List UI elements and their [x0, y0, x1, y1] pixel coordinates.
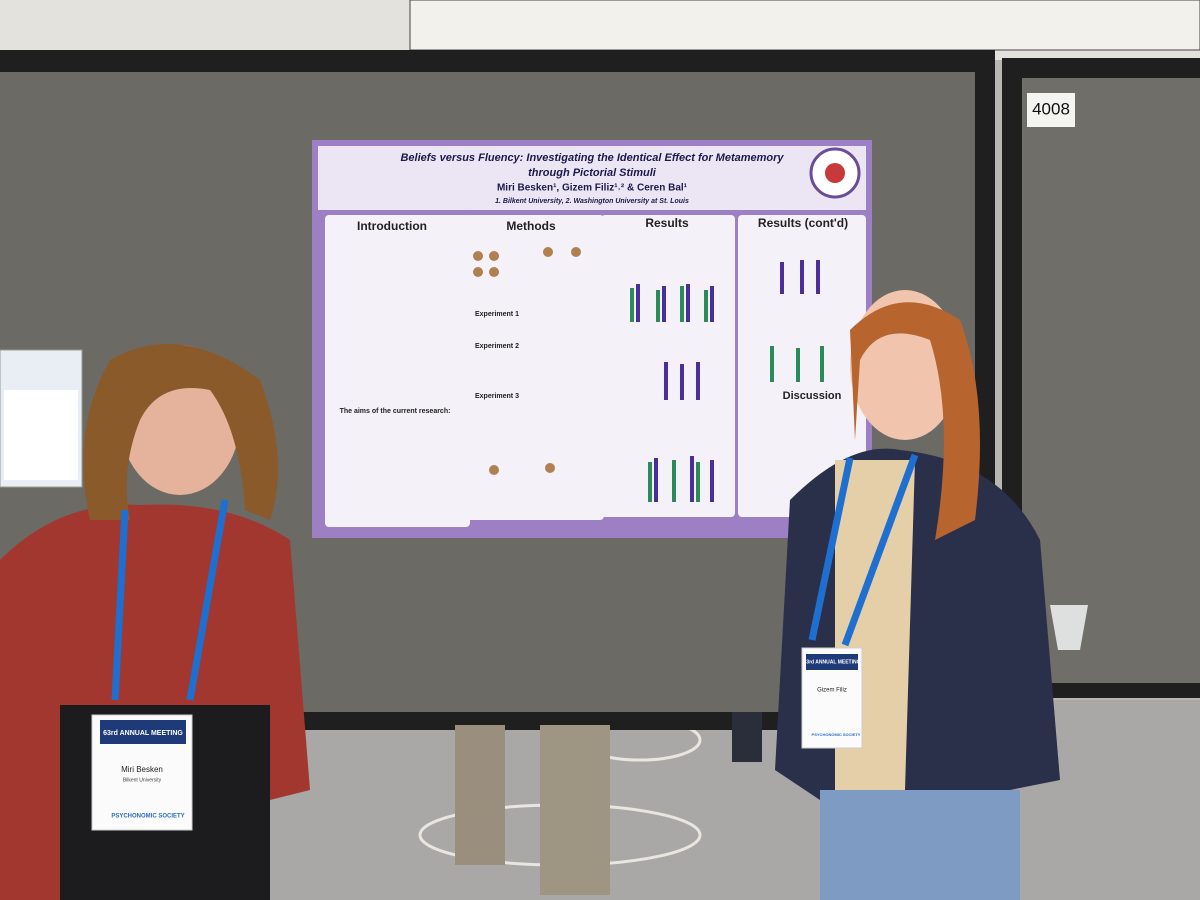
- person-legs: [732, 712, 762, 762]
- lanyard: [808, 453, 919, 647]
- badge-meeting: 63rd ANNUAL MEETING: [804, 659, 861, 665]
- badge-name: Gizem Filiz: [817, 688, 847, 694]
- booth-sign: [1027, 93, 1075, 127]
- section-heading: Introduction: [357, 219, 427, 233]
- section-heading: Methods: [506, 219, 556, 233]
- poster-title: Beliefs versus Fluency: Investigating th…: [400, 152, 784, 164]
- board: [1022, 78, 1200, 683]
- subheading: Experiment 1: [475, 311, 519, 318]
- section-heading: Results: [645, 216, 689, 230]
- badge-name: Miri Besken: [121, 765, 163, 774]
- booth-number: 4008: [1032, 99, 1070, 118]
- subheading: Experiment 2: [475, 343, 519, 350]
- subheading: Experiment 3: [475, 393, 519, 400]
- poster-figure: [630, 286, 824, 502]
- cup: [1050, 605, 1088, 650]
- section-heading: Results (cont'd): [758, 216, 848, 230]
- badge-banner: [806, 654, 858, 670]
- neighbour-poster-panel: [4, 390, 78, 480]
- badge-banner: [100, 720, 186, 744]
- badge-society: PSYCHONOMIC SOCIETY: [812, 732, 861, 737]
- university-logo-crest: [825, 163, 845, 183]
- poster-figure: [636, 260, 820, 502]
- poster-column: [738, 215, 866, 517]
- lanyard: [111, 499, 229, 701]
- ceiling-grid: [409, 0, 1200, 51]
- person-left-hair: [83, 344, 278, 520]
- poster-column: [464, 215, 604, 520]
- person-legs: [455, 725, 505, 865]
- poster-title: through Pictorial Stimuli: [528, 167, 657, 179]
- subheading: The aims of the current research:: [340, 408, 451, 415]
- person-right-hair: [850, 302, 980, 540]
- badge-org: Bilkent University: [123, 777, 162, 783]
- poster-authors: Miri Besken¹, Gizem Filiz¹˒² & Ceren Bal…: [497, 183, 688, 194]
- badge-meeting: 63rd ANNUAL MEETING: [103, 730, 183, 737]
- person-right-jeans: [820, 790, 1020, 900]
- person-legs: [540, 725, 610, 895]
- badge-society: PSYCHONOMIC SOCIETY: [111, 814, 184, 820]
- poster-column: [325, 215, 470, 527]
- poster-figure: [473, 247, 581, 475]
- poster-affiliations: 1. Bilkent University, 2. Washington Uni…: [495, 198, 689, 205]
- section-heading: Discussion: [783, 390, 842, 402]
- poster-header: [318, 146, 866, 210]
